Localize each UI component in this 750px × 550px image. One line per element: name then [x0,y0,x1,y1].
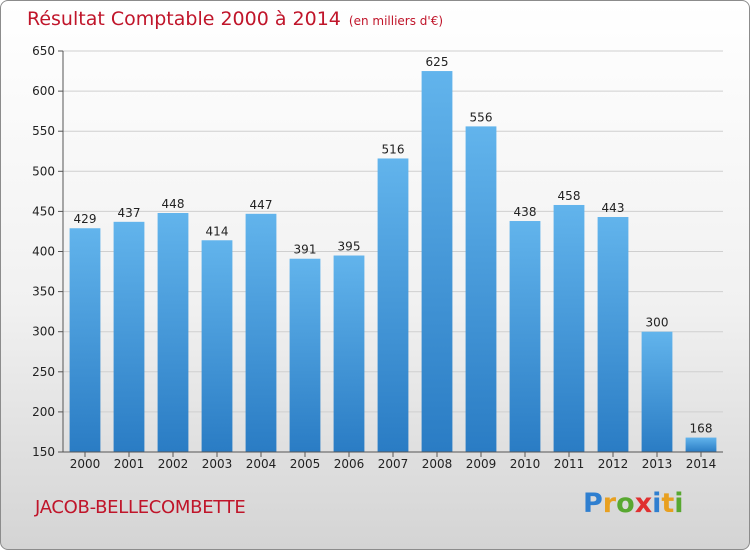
x-axis-ticks: 2000 2001 2002 2003 2004 2005 2006 2007 2008 2009… [63,451,723,471]
y-tick-label: 650 [32,44,55,58]
data-label: 391 [294,243,317,257]
x-tick-label: 2000 [70,457,101,471]
bars [69,71,717,453]
data-label: 437 [118,206,141,220]
bar-2000 [69,228,101,452]
data-label: 414 [206,224,229,238]
data-label: 438 [514,205,537,219]
y-tick-label: 150 [32,445,55,459]
data-label: 556 [470,110,493,124]
y-tick-label: 450 [32,204,55,218]
data-label: 443 [602,201,625,215]
y-tick-label: 300 [32,325,55,339]
data-label: 516 [382,142,405,156]
x-tick-label: 2001 [114,457,145,471]
x-tick-label: 2013 [642,457,673,471]
logo-letter: t [661,488,675,519]
bar-2008 [421,71,453,453]
data-label: 429 [74,212,97,226]
y-tick-label: 200 [32,405,55,419]
data-label: 395 [338,240,361,254]
y-tick-label: 500 [32,164,55,178]
bar-2012 [597,217,629,452]
bar-2007 [377,158,409,452]
y-tick-label: 550 [32,124,55,138]
bar-2011 [553,204,585,452]
logo-letter: o [616,488,635,519]
x-tick-label: 2006 [334,457,365,471]
bar-2005 [289,258,321,452]
data-label: 300 [646,316,669,330]
bar-2009 [465,126,497,452]
chart-title: Résultat Comptable 2000 à 2014 [27,8,341,30]
title-block: Résultat Comptable 2000 à 2014 (en millie… [27,8,443,30]
data-label: 168 [690,422,713,436]
bar-2014 [685,437,717,452]
x-tick-label: 2010 [510,457,541,471]
x-tick-label: 2007 [378,457,409,471]
y-tick-label: 350 [32,285,55,299]
x-tick-label: 2005 [290,457,321,471]
data-labels: 429 437 448 414 447 391 395 516 625 556 438 458 443 3… [74,55,713,436]
bar-2001 [113,221,145,452]
x-tick-label: 2012 [598,457,629,471]
x-tick-label: 2003 [202,457,233,471]
commune-name: JACOB-BELLECOMBETTE [35,497,246,518]
x-tick-label: 2014 [686,457,717,471]
bar-2010 [509,221,541,452]
chart-subtitle: (en milliers d'€) [348,14,444,28]
data-label: 458 [558,189,581,203]
y-axis-ticks: 150 200 250 300 350 400 450 500 550 600 650 [32,44,64,459]
logo-letter: i [674,488,684,519]
bar-2003 [201,240,233,452]
logo-letter: i [652,488,662,519]
bar-2013 [641,331,673,452]
x-tick-label: 2002 [158,457,189,471]
bar-2004 [245,213,277,452]
data-label: 625 [426,55,449,69]
y-tick-label: 400 [32,245,55,259]
y-tick-label: 600 [32,84,55,98]
bar-2002 [157,213,189,452]
data-label: 447 [250,198,273,212]
x-tick-label: 2008 [422,457,453,471]
x-tick-label: 2011 [554,457,585,471]
bar-2006 [333,255,365,452]
data-label: 448 [162,197,185,211]
logo-letter: P [583,488,603,519]
y-tick-label: 250 [32,365,55,379]
logo-letter: r [602,488,617,519]
logo-letter: x [634,488,653,519]
proxiti-logo[interactable]: Proxiti [583,488,684,519]
x-tick-label: 2004 [246,457,277,471]
x-tick-label: 2009 [466,457,497,471]
